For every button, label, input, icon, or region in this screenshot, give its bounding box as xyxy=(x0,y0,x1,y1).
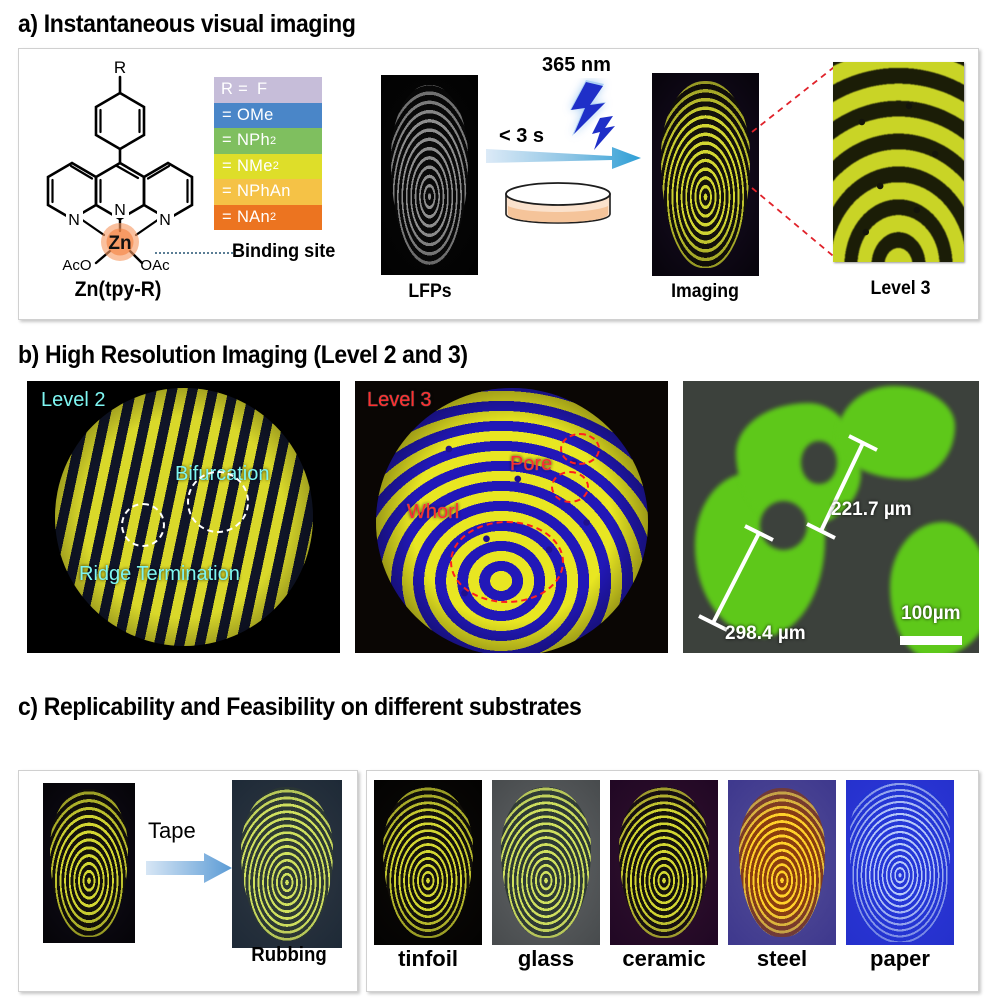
r-legend-prefix: = xyxy=(222,105,232,124)
r-legend-row: = NPhAn xyxy=(214,179,322,205)
substrate-label-paper: paper xyxy=(870,946,930,971)
substrate-image-ceramic xyxy=(610,780,718,945)
rubbing-fingerprint-image xyxy=(232,780,342,948)
scale-bar xyxy=(900,636,962,645)
tape-transfer-arrow xyxy=(146,852,232,884)
panel-a-heading: a) Instantaneous visual imaging xyxy=(18,10,356,38)
annotation-ridge-termination: Ridge Termination xyxy=(79,563,240,585)
substrate-label-tinfoil: tinfoil xyxy=(398,946,458,971)
tape-transfer-label: Tape xyxy=(148,818,196,843)
r-legend-sub: 2 xyxy=(272,160,280,173)
petri-dish-icon xyxy=(502,180,614,234)
r-legend-sub: 2 xyxy=(269,134,277,147)
bifurcation-marker xyxy=(187,471,249,533)
r-legend-sub: 2 xyxy=(269,211,277,224)
substrate-image-glass xyxy=(492,780,600,945)
r-legend-value: NPhAn xyxy=(236,182,291,201)
r-group-legend: R = F = OMe = NPh 2 = NMe 2 = NPhAn = NAn 2 xyxy=(214,77,322,230)
scale-bar-label: 100µm xyxy=(901,603,961,624)
r-legend-value: OMe xyxy=(236,105,274,124)
caption-level3: Level 3 xyxy=(870,278,931,299)
measurement-calipers xyxy=(698,434,878,632)
level3-zoom-image xyxy=(833,62,964,262)
measurement-value-1: 221.7 µm xyxy=(831,499,912,520)
substrate-label-glass: glass xyxy=(517,946,575,971)
r-legend-row: = NMe 2 xyxy=(214,153,322,179)
uv-lightning-bolt-icon xyxy=(560,78,624,158)
r-legend-value: F xyxy=(257,80,268,99)
fluorescence-micrograph-measurements: 221.7 µm 298.4 µm 100µm xyxy=(683,381,979,653)
svg-text:N: N xyxy=(68,212,80,229)
r-legend-value: NPh xyxy=(236,131,270,150)
pore-marker xyxy=(560,433,600,465)
caption-imaging: Imaging xyxy=(671,281,739,302)
pore-marker xyxy=(551,471,589,503)
binding-site-leader-line xyxy=(155,252,233,256)
r-legend-prefix: R = xyxy=(221,80,249,99)
substrate-image-tinfoil xyxy=(374,780,482,945)
substrate-label-steel: steel xyxy=(756,946,808,971)
substrate-label-ceramic: ceramic xyxy=(622,946,706,971)
caption-rubbing: Rubbing xyxy=(251,944,327,966)
svg-text:AcO: AcO xyxy=(62,257,91,270)
svg-text:Zn: Zn xyxy=(108,233,131,254)
caption-lfps: LFPs xyxy=(408,281,452,302)
ridge-termination-marker xyxy=(121,503,165,547)
r-legend-prefix: = xyxy=(222,207,232,226)
uv-wavelength-label: 365 nm xyxy=(542,54,611,76)
reaction-time-label: < 3 s xyxy=(499,125,545,147)
level2-micrograph: Level 2 Bifurcation Ridge Termination xyxy=(27,381,340,653)
svg-text:R: R xyxy=(114,58,126,77)
process-arrow xyxy=(486,143,641,173)
r-legend-value: NAn xyxy=(236,207,270,226)
r-legend-row: = OMe xyxy=(214,102,322,128)
binding-site-label: Binding site xyxy=(232,241,336,262)
substrate-image-steel xyxy=(728,780,836,945)
svg-text:N: N xyxy=(114,202,126,219)
svg-text:OAc: OAc xyxy=(140,257,170,270)
panel-b-heading: b) High Resolution Imaging (Level 2 and … xyxy=(18,341,468,369)
annotation-whorl: Whorl xyxy=(407,501,460,523)
level2-title: Level 2 xyxy=(41,389,106,411)
r-legend-row: = NAn 2 xyxy=(214,204,322,230)
r-legend-row: = NPh 2 xyxy=(214,128,322,154)
r-legend-prefix: = xyxy=(222,131,232,150)
panel-c-heading: c) Replicability and Feasibility on diff… xyxy=(18,693,582,721)
r-legend-prefix: = xyxy=(222,156,232,175)
substrate-image-paper xyxy=(846,780,954,945)
level3-title: Level 3 xyxy=(367,389,432,411)
whorl-marker xyxy=(450,521,564,603)
caption-compound: Zn(tpy-R) xyxy=(74,278,162,301)
annotation-pore: Pore xyxy=(510,453,553,475)
chemical-structure-zn-tpy-r: R N N N Zn AcO OAc xyxy=(30,55,210,270)
original-fingerprint-image xyxy=(43,783,135,943)
svg-text:N: N xyxy=(159,212,171,229)
lfps-fingerprint-image xyxy=(381,75,478,275)
level3-micrograph: Level 3 Pore Whorl xyxy=(355,381,668,653)
r-legend-row: R = F xyxy=(214,77,322,103)
fluorescent-imaging-fingerprint xyxy=(652,73,759,276)
measurement-value-2: 298.4 µm xyxy=(725,623,806,644)
zoom-connector-lines xyxy=(751,63,839,261)
r-legend-value: NMe xyxy=(236,156,273,175)
r-legend-prefix: = xyxy=(222,182,232,201)
panel-a-card xyxy=(18,48,979,320)
